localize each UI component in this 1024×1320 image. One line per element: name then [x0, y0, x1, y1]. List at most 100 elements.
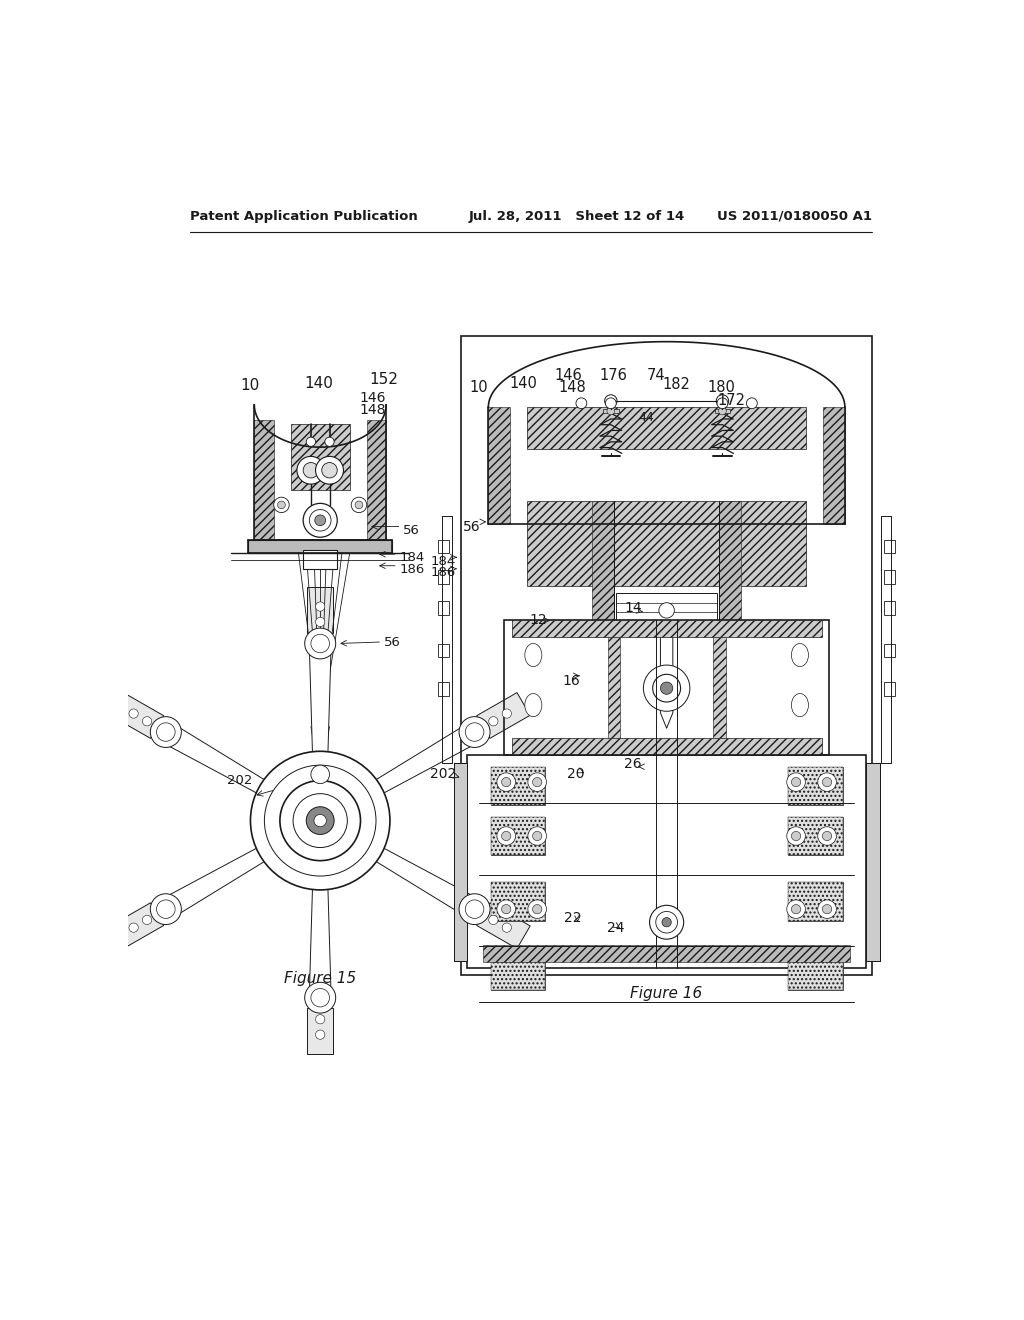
Circle shape — [497, 900, 515, 919]
Circle shape — [309, 510, 331, 531]
Ellipse shape — [525, 644, 542, 667]
Circle shape — [142, 915, 152, 924]
Circle shape — [465, 723, 484, 742]
Polygon shape — [111, 903, 164, 949]
Polygon shape — [164, 836, 287, 916]
Polygon shape — [477, 693, 530, 738]
Circle shape — [297, 457, 325, 484]
Circle shape — [315, 1015, 325, 1024]
Circle shape — [311, 989, 330, 1007]
Bar — [866, 763, 880, 961]
Bar — [607, 638, 621, 738]
Circle shape — [488, 915, 498, 924]
Text: 26: 26 — [624, 758, 642, 771]
Bar — [438, 601, 449, 615]
Circle shape — [818, 900, 837, 919]
Polygon shape — [307, 1007, 334, 1053]
Bar — [490, 952, 545, 990]
Circle shape — [717, 397, 728, 409]
Bar — [885, 682, 895, 696]
Circle shape — [786, 826, 805, 845]
Bar — [512, 620, 821, 638]
Text: 184: 184 — [399, 552, 425, 564]
Bar — [527, 502, 806, 586]
Text: 202: 202 — [430, 767, 457, 780]
Circle shape — [465, 900, 484, 919]
Text: Jul. 28, 2011   Sheet 12 of 14: Jul. 28, 2011 Sheet 12 of 14 — [469, 210, 685, 223]
Bar — [438, 644, 449, 657]
Circle shape — [652, 675, 681, 702]
Ellipse shape — [525, 693, 542, 717]
Circle shape — [502, 904, 511, 913]
Circle shape — [264, 766, 376, 876]
Circle shape — [502, 832, 511, 841]
Text: 10: 10 — [241, 378, 260, 393]
Text: 148: 148 — [359, 404, 385, 417]
Circle shape — [649, 906, 684, 940]
Bar — [616, 594, 717, 628]
Circle shape — [818, 826, 837, 845]
Circle shape — [532, 904, 542, 913]
Polygon shape — [353, 836, 476, 916]
Bar — [438, 540, 449, 553]
Circle shape — [314, 515, 326, 525]
Circle shape — [157, 723, 175, 742]
Bar — [885, 540, 895, 553]
Circle shape — [655, 911, 678, 933]
Circle shape — [575, 397, 587, 409]
Bar — [488, 407, 510, 524]
Text: 148: 148 — [558, 380, 586, 395]
Bar — [885, 601, 895, 615]
Circle shape — [280, 780, 360, 861]
Circle shape — [311, 635, 330, 653]
Text: 74: 74 — [647, 368, 666, 383]
Bar — [788, 952, 843, 990]
Text: Figure 16: Figure 16 — [631, 986, 702, 1001]
Circle shape — [818, 774, 837, 792]
Circle shape — [142, 717, 152, 726]
Bar — [715, 409, 730, 413]
Text: 146: 146 — [359, 391, 385, 405]
Text: 56: 56 — [403, 524, 420, 537]
Text: 24: 24 — [607, 921, 625, 935]
Bar — [504, 620, 829, 755]
Bar — [454, 763, 467, 961]
Bar — [788, 817, 843, 855]
Circle shape — [459, 717, 490, 747]
Text: 184: 184 — [430, 554, 456, 568]
Text: 14: 14 — [624, 601, 642, 615]
Bar — [490, 952, 545, 990]
Circle shape — [459, 894, 490, 924]
Circle shape — [293, 793, 347, 847]
Circle shape — [643, 665, 690, 711]
Circle shape — [528, 826, 547, 845]
Text: 202: 202 — [227, 775, 253, 788]
Circle shape — [786, 900, 805, 919]
Bar — [490, 767, 545, 805]
Text: 182: 182 — [663, 378, 690, 392]
Bar — [490, 817, 545, 855]
Bar — [438, 570, 449, 585]
Bar — [291, 424, 349, 490]
Circle shape — [314, 814, 327, 826]
Circle shape — [325, 437, 334, 446]
Circle shape — [322, 462, 337, 478]
Text: 146: 146 — [554, 368, 582, 383]
Text: Patent Application Publication: Patent Application Publication — [190, 210, 418, 223]
Polygon shape — [164, 725, 287, 805]
Bar — [885, 644, 895, 657]
Bar — [823, 407, 845, 524]
Bar — [461, 335, 872, 974]
Circle shape — [662, 917, 672, 927]
Text: 140: 140 — [305, 376, 334, 391]
Bar — [788, 817, 843, 855]
Text: 12: 12 — [529, 612, 547, 627]
Ellipse shape — [792, 644, 809, 667]
Circle shape — [303, 462, 318, 478]
Polygon shape — [309, 647, 331, 779]
Circle shape — [351, 498, 367, 512]
Circle shape — [157, 900, 175, 919]
Bar — [788, 767, 843, 805]
Circle shape — [311, 766, 330, 784]
Bar — [483, 945, 850, 962]
